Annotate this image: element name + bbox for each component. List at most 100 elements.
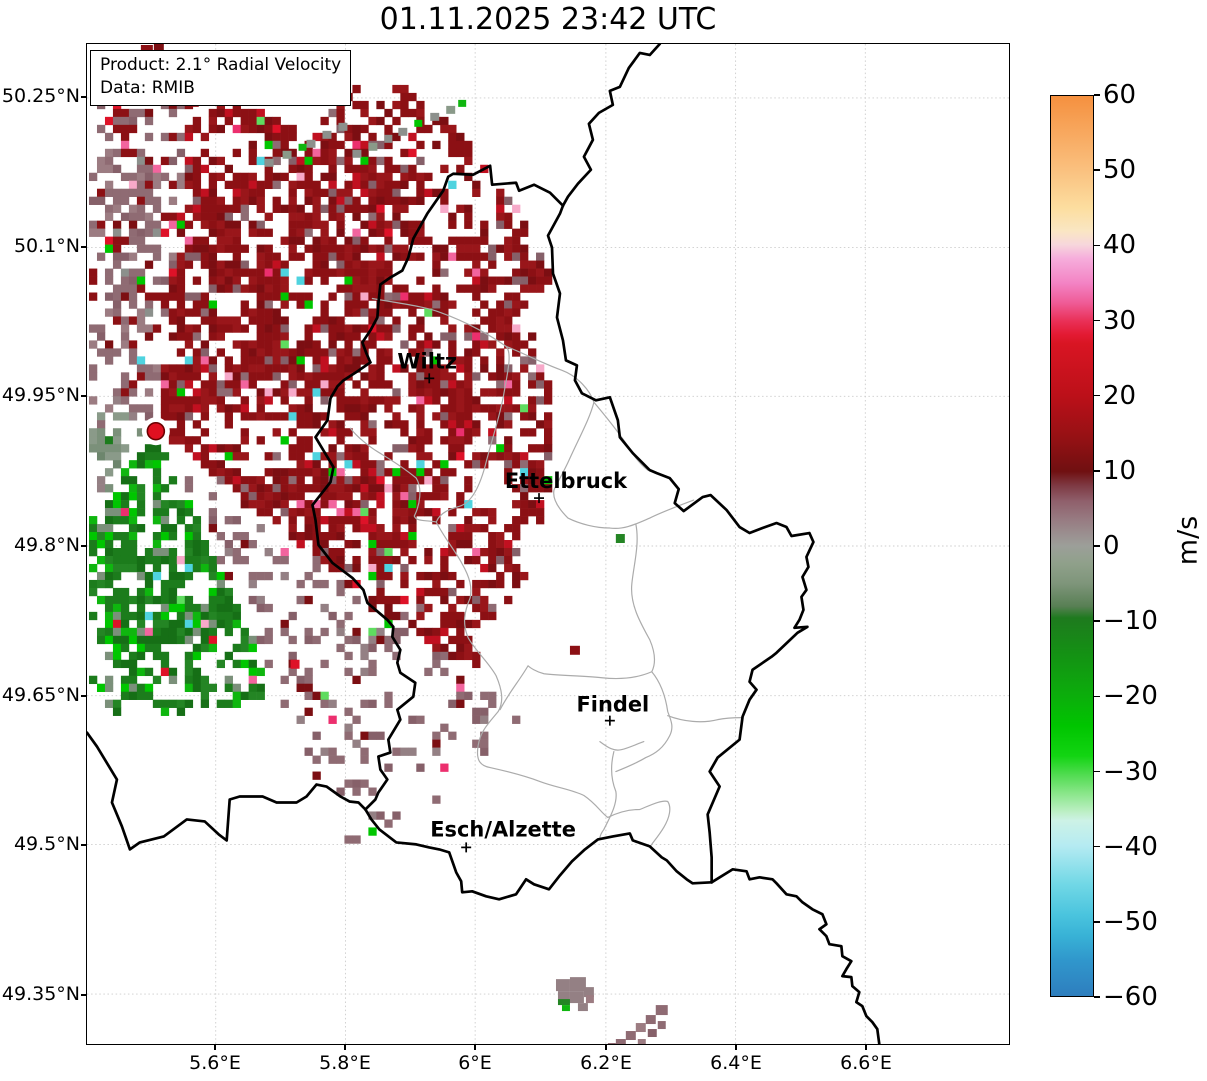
velocity-cell	[440, 555, 449, 565]
velocity-cell	[408, 508, 417, 517]
velocity-cell	[424, 396, 433, 405]
product-info-box: Product: 2.1° Radial Velocity Data: RMIB	[90, 50, 352, 106]
velocity-cell	[456, 388, 465, 397]
velocity-cell	[368, 212, 377, 221]
velocity-cell	[384, 300, 393, 309]
velocity-cell	[264, 316, 273, 325]
velocity-cell	[256, 595, 265, 605]
velocity-cell	[352, 228, 361, 237]
velocity-cell	[288, 380, 297, 389]
velocity-cell	[128, 691, 138, 700]
echo-patch	[322, 130, 332, 139]
velocity-cell	[368, 340, 377, 349]
velocity-cell	[528, 276, 537, 285]
velocity-cell	[448, 380, 457, 389]
velocity-cell	[144, 292, 154, 301]
velocity-cell	[376, 140, 385, 150]
velocity-cell	[416, 571, 425, 581]
velocity-cell	[536, 444, 545, 453]
velocity-cell	[496, 452, 505, 461]
velocity-cell	[224, 164, 233, 174]
velocity-cell	[432, 340, 441, 349]
velocity-cell	[480, 603, 489, 613]
velocity-cell	[448, 124, 457, 134]
velocity-cell	[416, 460, 425, 469]
velocity-cell	[360, 140, 369, 150]
velocity-cell	[432, 627, 441, 637]
colorbar-tick-mark	[1094, 394, 1100, 397]
velocity-cell	[200, 348, 210, 357]
velocity-cell	[416, 340, 425, 349]
velocity-cell	[152, 571, 162, 581]
velocity-cell	[288, 236, 297, 245]
velocity-cell	[472, 180, 481, 190]
velocity-cell	[312, 635, 321, 645]
velocity-cell	[176, 260, 186, 269]
velocity-cell	[424, 555, 433, 565]
velocity-cell	[224, 547, 233, 557]
velocity-cell	[184, 308, 194, 317]
velocity-cell	[416, 500, 425, 509]
velocity-cell	[312, 555, 321, 565]
velocity-cell	[336, 532, 345, 541]
velocity-cell	[304, 436, 313, 445]
velocity-cell	[208, 524, 218, 533]
velocity-cell	[136, 180, 146, 190]
velocity-cell	[432, 516, 441, 525]
velocity-cell	[504, 547, 513, 557]
velocity-cell	[512, 252, 521, 261]
velocity-cell	[312, 196, 321, 205]
velocity-cell	[264, 276, 273, 285]
velocity-cell	[184, 619, 194, 629]
velocity-cell	[136, 492, 146, 501]
velocity-cell	[192, 683, 202, 693]
velocity-cell	[400, 476, 409, 485]
velocity-cell	[192, 188, 202, 197]
velocity-cell	[128, 651, 138, 661]
velocity-cell	[264, 372, 273, 381]
velocity-cell	[144, 635, 154, 645]
velocity-cell	[168, 332, 178, 341]
velocity-cell	[168, 268, 178, 277]
velocity-cell	[152, 372, 162, 381]
velocity-cell	[424, 436, 433, 445]
velocity-cell	[232, 619, 241, 629]
velocity-cell	[536, 252, 545, 261]
velocity-cell	[280, 204, 289, 213]
velocity-cell	[328, 755, 337, 764]
velocity-cell	[336, 452, 345, 461]
velocity-cell	[128, 252, 138, 261]
velocity-cell	[304, 148, 313, 158]
velocity-cell	[280, 492, 289, 501]
velocity-cell	[344, 196, 353, 205]
velocity-cell	[544, 452, 553, 461]
velocity-cell	[200, 356, 210, 365]
velocity-cell	[168, 603, 178, 613]
velocity-cell	[280, 284, 289, 293]
velocity-cell	[88, 579, 98, 589]
velocity-cell	[192, 643, 202, 653]
velocity-cell	[488, 699, 497, 708]
velocity-cell	[152, 164, 162, 174]
velocity-cell	[176, 252, 186, 261]
velocity-cell	[448, 731, 457, 740]
velocity-cell	[224, 627, 233, 637]
velocity-cell	[176, 627, 186, 637]
velocity-cell	[448, 348, 457, 357]
velocity-cell	[184, 364, 194, 373]
velocity-cell	[320, 428, 329, 437]
velocity-cell	[344, 540, 353, 549]
velocity-cell	[416, 108, 425, 118]
velocity-cell	[520, 500, 529, 509]
velocity-cell	[520, 276, 529, 285]
velocity-cell	[224, 699, 233, 708]
velocity-cell	[368, 196, 377, 205]
velocity-cell	[136, 500, 146, 509]
velocity-cell	[440, 563, 449, 573]
velocity-cell	[376, 468, 385, 477]
velocity-cell	[112, 508, 122, 517]
velocity-cell	[464, 380, 473, 389]
velocity-cell	[128, 627, 138, 637]
velocity-cell	[256, 476, 265, 485]
velocity-cell	[192, 452, 202, 461]
